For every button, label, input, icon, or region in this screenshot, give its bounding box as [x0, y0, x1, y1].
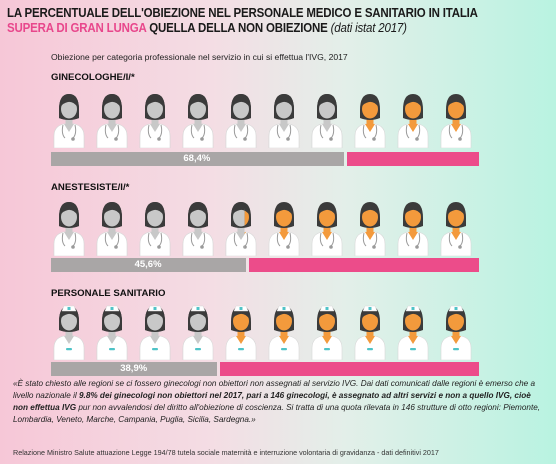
doctor-icon — [440, 202, 472, 256]
doctor-icon — [225, 94, 257, 148]
category-label-anestesisti: ANESTESISTE/I/* — [51, 182, 130, 193]
nurse-icon — [397, 305, 429, 360]
title-source-note: (dati istat 2017) — [330, 21, 407, 35]
nurse-icon — [96, 305, 128, 360]
source-citation: Relazione Ministro Salute attuazione Leg… — [13, 448, 439, 457]
bar-segment-objectors — [51, 152, 344, 166]
bar-segment-objectors — [51, 362, 218, 376]
doctor-icon — [354, 94, 386, 148]
bar-segment-non-objectors — [346, 152, 479, 166]
nurse-icon — [225, 305, 257, 360]
icon-row-anestesisti — [51, 196, 479, 258]
title-part2: QUELLA DELLA NON OBIEZIONE — [146, 21, 331, 35]
footer-quote-part3: pur non avvalendosi del diritto all'obie… — [13, 403, 541, 424]
nurse-icon — [268, 305, 300, 360]
bar-segment-non-objectors — [220, 362, 479, 376]
doctor-icon — [96, 202, 128, 256]
bar-value-label: 38,9% — [120, 363, 148, 374]
title-highlight: SUPERA DI GRAN LUNGA — [7, 21, 147, 35]
doctor-icon — [397, 202, 429, 256]
icon-row-personale-sanitario — [51, 300, 479, 362]
doctor-icon — [440, 94, 472, 148]
nurse-icon — [440, 305, 472, 360]
footer-quote-bold: 9.8% dei ginecologi non obiettori nel 20… — [13, 391, 531, 412]
bar-value-label: 68,4% — [183, 153, 211, 164]
bar-segment-objectors — [51, 258, 247, 272]
doctor-icon — [225, 202, 257, 256]
doctor-icon — [268, 94, 300, 148]
bar-segment-non-objectors — [249, 258, 479, 272]
doctor-icon — [182, 202, 214, 256]
doctor-icon — [139, 94, 171, 148]
bar-value-label: 45,6% — [134, 259, 162, 270]
doctor-icon — [53, 94, 85, 148]
doctor-icon — [397, 94, 429, 148]
doctor-icon — [311, 202, 343, 256]
nurse-icon — [354, 305, 386, 360]
doctor-icon — [182, 94, 214, 148]
nurse-icon — [311, 305, 343, 360]
nurse-icon — [53, 305, 85, 360]
footer-quote: «È stato chiesto alle regioni se ci foss… — [13, 378, 545, 426]
page-title: LA PERCENTUALE DELL'OBIEZIONE NEL PERSON… — [7, 6, 508, 36]
chart-subtitle: Obiezione per categoria professionale ne… — [51, 52, 348, 62]
doctor-icon — [354, 202, 386, 256]
doctor-icon — [96, 94, 128, 148]
doctor-icon — [139, 202, 171, 256]
doctor-icon — [311, 94, 343, 148]
nurse-icon — [182, 305, 214, 360]
doctor-icon — [268, 202, 300, 256]
category-label-ginecologi: GINECOLOGHE/I/* — [51, 72, 135, 83]
doctor-icon — [53, 202, 85, 256]
category-label-personale-sanitario: PERSONALE SANITARIO — [51, 288, 166, 299]
title-part1: LA PERCENTUALE DELL'OBIEZIONE NEL PERSON… — [7, 6, 478, 20]
footer-quote-part1: «È stato chiesto alle regioni se ci foss… — [13, 379, 536, 400]
bar-personale-sanitario: 38,9% — [51, 362, 479, 376]
icon-row-ginecologi — [51, 88, 479, 150]
bar-ginecologi: 68,4% — [51, 152, 479, 166]
bar-anestesisti: 45,6% — [51, 258, 479, 272]
nurse-icon — [139, 305, 171, 360]
